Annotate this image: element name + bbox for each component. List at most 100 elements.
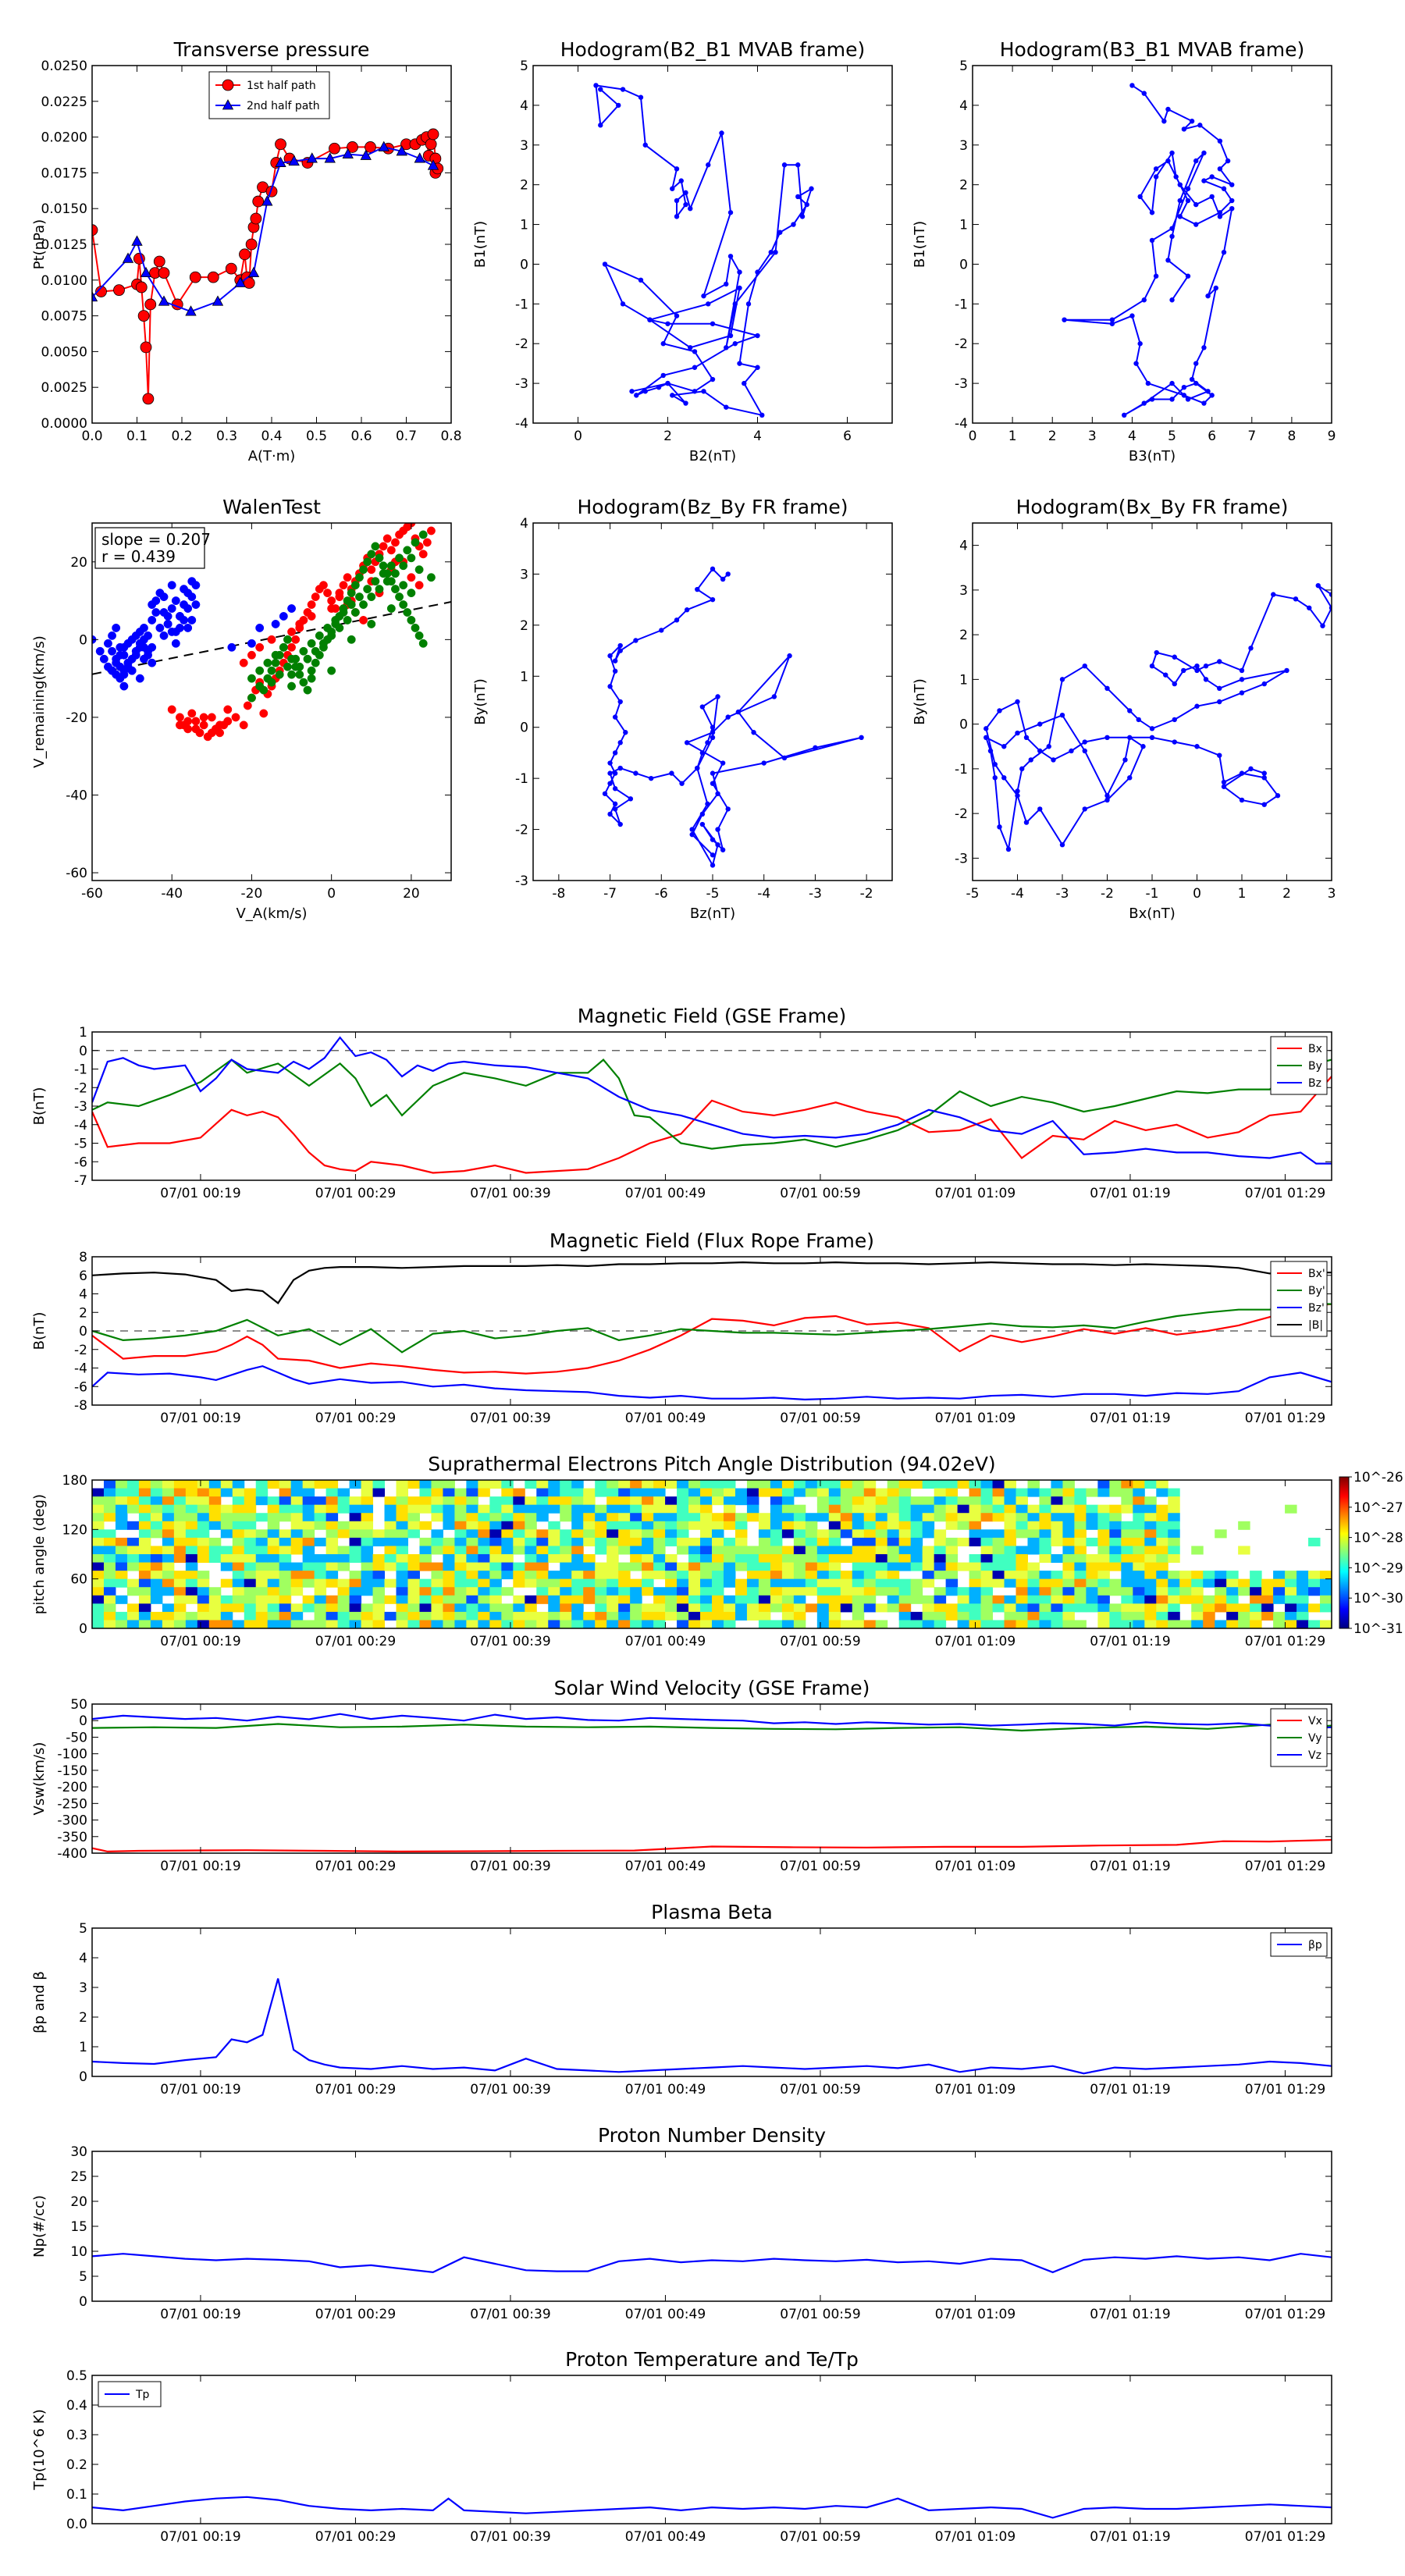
heatmap-cell <box>126 1537 140 1546</box>
heatmap-cell <box>396 1521 408 1530</box>
heatmap-cell <box>1250 1595 1262 1604</box>
heatmap-cell <box>1109 1480 1122 1489</box>
heatmap-cell <box>910 1480 923 1489</box>
heatmap-cell <box>630 1554 642 1564</box>
heatmap-cell <box>969 1529 982 1539</box>
heatmap-cell <box>126 1546 140 1555</box>
plot-area <box>92 1261 1332 1401</box>
heatmap-cell <box>466 1488 478 1497</box>
data-point <box>737 361 742 366</box>
heatmap-cell <box>852 1571 865 1580</box>
heatmap-cell <box>103 1513 116 1522</box>
heatmap-cell <box>723 1513 736 1522</box>
heatmap-cell <box>828 1480 841 1489</box>
heatmap-cell <box>255 1554 269 1564</box>
x-tick-label: 07/01 00:19 <box>160 1411 240 1426</box>
heatmap-cell <box>244 1578 257 1588</box>
data-point <box>187 616 197 624</box>
x-tick-label: 07/01 01:29 <box>1245 2529 1325 2545</box>
heatmap-cell <box>665 1587 678 1596</box>
data-point <box>1169 233 1175 240</box>
heatmap-cell <box>828 1554 841 1564</box>
heatmap-cell <box>279 1595 292 1604</box>
heatmap-cell <box>337 1611 350 1621</box>
x-tick-label: 7 <box>1247 429 1256 444</box>
heatmap-cell <box>863 1562 877 1571</box>
heatmap-cell <box>1179 1587 1192 1596</box>
heatmap-cell <box>1308 1603 1321 1613</box>
heatmap-cell <box>525 1578 537 1588</box>
heatmap-cell <box>1062 1578 1075 1588</box>
heatmap-cell <box>642 1504 654 1514</box>
x-tick-label: 07/01 01:29 <box>1245 1634 1325 1649</box>
heatmap-cell <box>992 1537 1005 1546</box>
heatmap-cell <box>150 1595 163 1604</box>
data-point <box>1181 667 1186 674</box>
heatmap-cell <box>92 1554 105 1564</box>
data-point <box>135 281 148 294</box>
data-point <box>411 623 420 632</box>
heatmap-cell <box>934 1587 947 1596</box>
heatmap-cell <box>723 1504 736 1514</box>
heatmap-cell <box>1016 1595 1028 1604</box>
y-tick-label: 0.0000 <box>41 416 87 432</box>
heatmap-cell <box>980 1546 994 1555</box>
y-tick-label: 0.2 <box>66 2457 87 2473</box>
data-point <box>638 94 644 100</box>
heatmap-cell <box>536 1504 549 1514</box>
heatmap-cell <box>372 1554 386 1564</box>
heatmap-cell <box>910 1562 923 1571</box>
data-point <box>167 604 176 613</box>
heatmap-cell <box>969 1571 982 1580</box>
data-point <box>629 389 635 394</box>
heatmap-cell <box>840 1504 853 1514</box>
heatmap-cell <box>887 1537 900 1546</box>
heatmap-cell <box>863 1513 877 1522</box>
heatmap-cell <box>126 1578 140 1588</box>
heatmap-cell <box>816 1620 830 1628</box>
stats-box <box>94 527 205 569</box>
colorbar-label: 10^-27 <box>1353 1500 1403 1516</box>
heatmap-cell <box>302 1529 315 1539</box>
data-point <box>602 791 608 796</box>
y-tick-label: -8 <box>74 1398 87 1414</box>
heatmap-cell <box>92 1571 105 1580</box>
heatmap-cell <box>618 1620 631 1628</box>
heatmap-cell <box>419 1611 432 1621</box>
axes-frame <box>91 2375 1332 2524</box>
y-axis-label: pitch angle (deg) <box>31 1494 48 1614</box>
plot-title: Magnetic Field (GSE Frame) <box>578 1005 846 1027</box>
heatmap-cell <box>618 1546 631 1555</box>
heatmap-cell <box>1062 1496 1075 1506</box>
regression-line <box>91 601 452 675</box>
data-point <box>275 138 286 151</box>
data-point <box>95 286 107 297</box>
heatmap-cell <box>279 1562 292 1571</box>
heatmap-cell <box>887 1480 900 1489</box>
heatmap-cell <box>548 1488 560 1497</box>
x-tick-label: 07/01 00:49 <box>625 2082 706 2097</box>
heatmap-cell <box>314 1578 327 1588</box>
heatmap-cell <box>980 1554 994 1564</box>
data-point <box>375 553 384 563</box>
heatmap-cell <box>934 1595 947 1604</box>
data-point <box>1194 703 1200 709</box>
heatmap-cell <box>220 1620 233 1628</box>
heatmap-cell <box>910 1587 923 1596</box>
heatmap-cell <box>1226 1620 1239 1628</box>
heatmap-cell <box>1016 1504 1028 1514</box>
data-point <box>612 714 618 720</box>
heatmap-cell <box>688 1504 701 1514</box>
heatmap-cell <box>1320 1578 1332 1588</box>
heatmap-cell <box>1215 1587 1227 1596</box>
heatmap-cell <box>115 1480 128 1489</box>
y-tick-label: 0 <box>79 1713 87 1729</box>
heatmap-cell <box>103 1488 116 1497</box>
heatmap-cell <box>372 1571 386 1580</box>
heatmap-cell <box>700 1595 713 1604</box>
heatmap-cell <box>513 1537 525 1546</box>
heatmap-cell <box>781 1496 795 1506</box>
heatmap-cell <box>1297 1611 1309 1621</box>
heatmap-cell <box>922 1620 935 1628</box>
heatmap-cell <box>712 1529 724 1539</box>
